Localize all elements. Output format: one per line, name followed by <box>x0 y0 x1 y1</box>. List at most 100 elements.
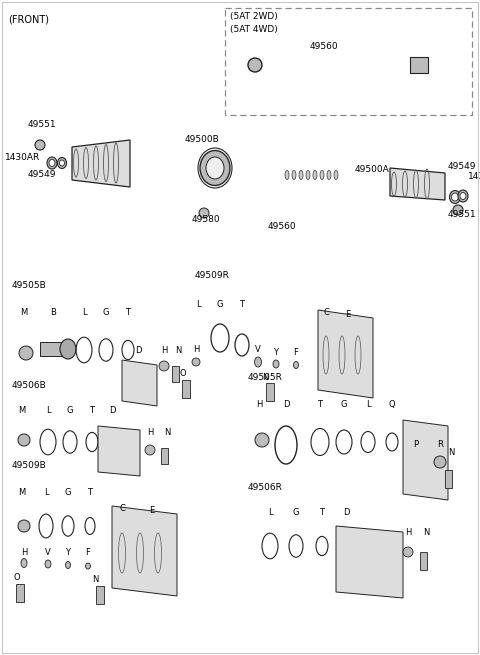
Text: 49509B: 49509B <box>12 461 47 470</box>
Text: T: T <box>317 400 323 409</box>
Polygon shape <box>12 398 182 506</box>
Text: H: H <box>256 400 263 409</box>
Text: T: T <box>320 508 324 517</box>
Text: H: H <box>147 428 153 437</box>
Text: 49505R: 49505R <box>248 373 283 382</box>
Text: L: L <box>46 406 50 415</box>
Text: N: N <box>262 373 268 382</box>
Ellipse shape <box>306 170 310 179</box>
Text: M: M <box>18 406 25 415</box>
Text: 49560: 49560 <box>268 222 297 231</box>
Text: V: V <box>45 548 51 557</box>
Circle shape <box>145 445 155 455</box>
Ellipse shape <box>206 157 224 179</box>
Text: H: H <box>405 528 411 537</box>
Text: N: N <box>175 346 181 355</box>
Polygon shape <box>72 140 130 187</box>
Text: T: T <box>240 300 244 309</box>
Text: 49551: 49551 <box>448 210 477 219</box>
Text: G: G <box>217 300 223 309</box>
Text: O: O <box>14 573 21 582</box>
Text: P: P <box>413 440 419 449</box>
Ellipse shape <box>47 157 57 169</box>
Text: 49506R: 49506R <box>248 483 283 492</box>
Text: N: N <box>448 448 455 457</box>
Text: 1430AR: 1430AR <box>5 153 40 162</box>
Polygon shape <box>390 168 445 200</box>
Text: G: G <box>65 488 71 497</box>
Text: L: L <box>196 300 200 309</box>
Text: H: H <box>21 548 27 557</box>
Text: F: F <box>294 348 299 357</box>
Ellipse shape <box>327 170 331 179</box>
Circle shape <box>248 58 262 72</box>
Text: (5AT 4WD): (5AT 4WD) <box>230 25 278 34</box>
Text: (FRONT): (FRONT) <box>8 14 49 24</box>
Text: 49549: 49549 <box>28 170 57 179</box>
Text: L: L <box>268 508 272 517</box>
Text: 49509R: 49509R <box>195 271 230 280</box>
Text: Q: Q <box>389 400 396 409</box>
Circle shape <box>192 358 200 366</box>
Text: E: E <box>149 506 155 515</box>
Text: G: G <box>293 508 299 517</box>
Circle shape <box>35 140 45 150</box>
Polygon shape <box>12 298 187 436</box>
Text: T: T <box>89 406 95 415</box>
Bar <box>16 584 24 602</box>
Bar <box>40 342 68 356</box>
Text: G: G <box>103 308 109 317</box>
Circle shape <box>199 208 209 218</box>
Text: N: N <box>423 528 429 537</box>
Ellipse shape <box>452 193 458 201</box>
Text: L: L <box>366 400 370 409</box>
Text: Y: Y <box>65 548 71 557</box>
Circle shape <box>18 434 30 446</box>
Ellipse shape <box>293 362 299 369</box>
Polygon shape <box>12 478 222 626</box>
Polygon shape <box>403 420 448 500</box>
Text: C: C <box>119 504 125 513</box>
Text: D: D <box>343 508 349 517</box>
Text: D: D <box>109 406 115 415</box>
Text: E: E <box>346 310 350 319</box>
Polygon shape <box>112 506 177 596</box>
Text: 49500B: 49500B <box>185 135 220 144</box>
Polygon shape <box>248 390 458 535</box>
Ellipse shape <box>285 170 289 179</box>
Ellipse shape <box>273 360 279 368</box>
Bar <box>161 448 168 464</box>
Ellipse shape <box>49 160 55 166</box>
Text: 49560: 49560 <box>310 42 338 51</box>
Text: H: H <box>193 345 199 354</box>
Ellipse shape <box>60 339 76 359</box>
Text: C: C <box>323 308 329 317</box>
Ellipse shape <box>58 157 67 168</box>
Text: Y: Y <box>274 348 278 357</box>
Ellipse shape <box>200 151 230 185</box>
Bar <box>96 586 104 604</box>
Bar <box>410 57 428 73</box>
Text: T: T <box>87 488 93 497</box>
Text: 49505B: 49505B <box>12 281 47 290</box>
Circle shape <box>19 346 33 360</box>
Circle shape <box>434 456 446 468</box>
Text: L: L <box>44 488 48 497</box>
Ellipse shape <box>65 561 71 569</box>
Text: 49500A: 49500A <box>355 165 390 174</box>
Bar <box>420 552 427 570</box>
Text: N: N <box>164 428 170 437</box>
Ellipse shape <box>60 160 64 166</box>
Text: 1430AR: 1430AR <box>468 172 480 181</box>
Bar <box>182 380 190 398</box>
Circle shape <box>18 520 30 532</box>
Polygon shape <box>178 290 388 428</box>
Ellipse shape <box>85 563 91 569</box>
Text: (5AT 2WD): (5AT 2WD) <box>230 12 278 21</box>
Ellipse shape <box>460 193 466 200</box>
Ellipse shape <box>458 190 468 202</box>
Text: D: D <box>135 346 141 355</box>
Ellipse shape <box>254 357 262 367</box>
Ellipse shape <box>299 170 303 179</box>
Circle shape <box>453 205 463 215</box>
